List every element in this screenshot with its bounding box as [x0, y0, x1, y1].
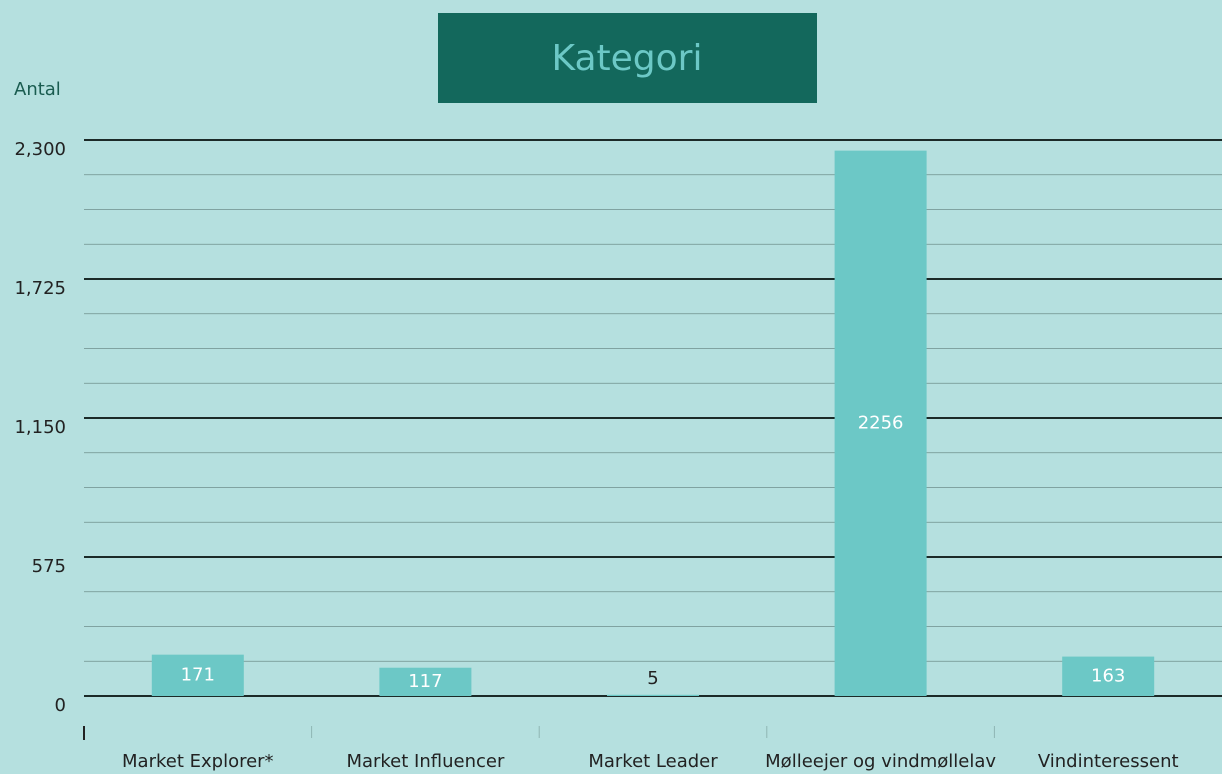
- bar: [379, 667, 472, 696]
- y-tick-label: 1,725: [14, 278, 66, 299]
- y-axis-label: Antal: [14, 79, 61, 100]
- bar: [834, 150, 927, 696]
- bar: [151, 654, 244, 696]
- value-label: 117: [408, 671, 442, 692]
- x-tick-label: Market Explorer*: [122, 751, 274, 772]
- title-box: [438, 13, 817, 103]
- x-tick-label: Mølleejer og vindmøllelav: [765, 751, 996, 772]
- y-tick-label: 0: [55, 695, 66, 716]
- y-tick-label: 2,300: [14, 139, 66, 160]
- bar: [607, 694, 699, 696]
- chart-title: Kategori: [552, 38, 703, 79]
- y-tick-label: 575: [32, 556, 66, 577]
- value-label: 2256: [858, 412, 904, 433]
- bar: [1062, 656, 1155, 696]
- value-label: 163: [1091, 665, 1125, 686]
- y-tick-label: 1,150: [14, 417, 66, 438]
- value-label: 5: [647, 668, 658, 689]
- x-tick-label: Vindinteressent: [1038, 751, 1179, 772]
- x-tick-label: Market Influencer: [346, 751, 505, 772]
- x-tick-label: Market Leader: [588, 751, 718, 772]
- value-label: 171: [181, 664, 215, 685]
